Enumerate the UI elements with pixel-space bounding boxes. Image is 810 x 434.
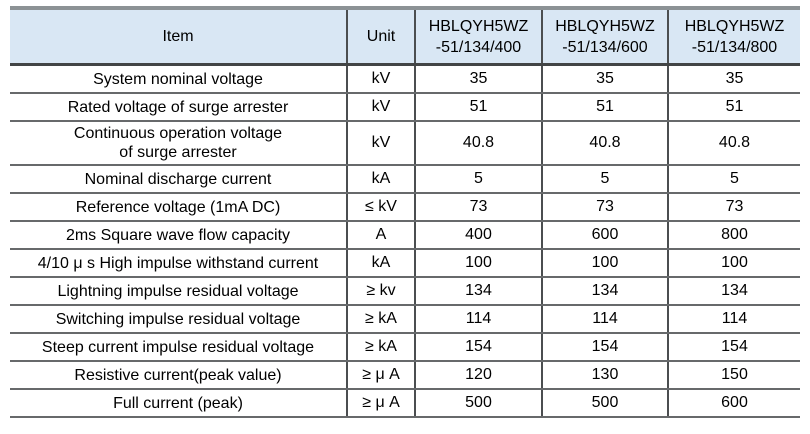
unit-cell: ≥ kA — [346, 333, 415, 362]
model-spec: -51/134/600 — [562, 38, 648, 56]
table-row-resistive-current: Resistive current(peak value) ≥ μ A 120 … — [10, 361, 800, 390]
value-cell: 154 — [414, 333, 542, 362]
item-cell: Full current (peak) — [10, 389, 347, 418]
unit-cell: ≥ kA — [346, 305, 415, 334]
item-cell: System nominal voltage — [10, 64, 347, 94]
item-cell: 4/10 μ s High impulse withstand current — [10, 249, 347, 278]
value-cell: 114 — [667, 305, 800, 334]
table-row-high-impulse-withstand-current: 4/10 μ s High impulse withstand current … — [10, 249, 800, 278]
item-cell: Reference voltage (1mA DC) — [10, 193, 347, 222]
value-cell: 40.8 — [667, 121, 800, 166]
value-cell: 100 — [414, 249, 542, 278]
value-cell: 150 — [667, 361, 800, 390]
item-cell: Rated voltage of surge arrester — [10, 93, 347, 122]
value-cell: 51 — [541, 93, 668, 122]
value-cell: 134 — [414, 277, 542, 306]
value-cell: 600 — [667, 389, 800, 418]
item-cell: Resistive current(peak value) — [10, 361, 347, 390]
header-item: Item — [10, 6, 347, 66]
item-cell: Steep current impulse residual voltage — [10, 333, 347, 362]
value-cell: 114 — [414, 305, 542, 334]
header-model-800: HBLQYH5WZ -51/134/800 — [667, 6, 800, 66]
table-row-lightning-impulse-residual-voltage: Lightning impulse residual voltage ≥ kv … — [10, 277, 800, 306]
model-spec: -51/134/800 — [691, 38, 778, 56]
table-row-system-nominal-voltage: System nominal voltage kV 35 35 35 — [10, 64, 800, 94]
unit-cell: kV — [346, 93, 415, 122]
unit-cell: kA — [346, 249, 415, 278]
item-cell: Switching impulse residual voltage — [10, 305, 347, 334]
unit-cell: kV — [346, 121, 415, 166]
unit-cell: ≥ μ A — [346, 389, 415, 418]
value-cell: 40.8 — [414, 121, 542, 166]
value-cell: 400 — [414, 221, 542, 250]
model-name: HBLQYH5WZ — [428, 17, 529, 35]
value-cell: 154 — [667, 333, 800, 362]
model-spec: -51/134/400 — [435, 38, 522, 56]
value-cell: 120 — [414, 361, 542, 390]
value-cell: 35 — [667, 64, 800, 94]
header-model-400: HBLQYH5WZ -51/134/400 — [414, 6, 542, 66]
table-row-square-wave-flow-capacity: 2ms Square wave flow capacity A 400 600 … — [10, 221, 800, 250]
value-cell: 73 — [541, 193, 668, 222]
table-row-reference-voltage: Reference voltage (1mA DC) ≤ kV 73 73 73 — [10, 193, 800, 222]
value-cell: 73 — [667, 193, 800, 222]
item-cell: Lightning impulse residual voltage — [10, 277, 347, 306]
value-cell: 500 — [414, 389, 542, 418]
value-cell: 40.8 — [541, 121, 668, 166]
header-unit: Unit — [346, 6, 415, 66]
value-cell: 134 — [667, 277, 800, 306]
value-cell: 5 — [667, 165, 800, 194]
value-cell: 114 — [541, 305, 668, 334]
unit-cell: ≤ kV — [346, 193, 415, 222]
item-cell: Nominal discharge current — [10, 165, 347, 194]
value-cell: 73 — [414, 193, 542, 222]
value-cell: 100 — [667, 249, 800, 278]
table-row-nominal-discharge-current: Nominal discharge current kA 5 5 5 — [10, 165, 800, 194]
table-row-full-current: Full current (peak) ≥ μ A 500 500 600 — [10, 389, 800, 418]
model-name: HBLQYH5WZ — [555, 17, 655, 35]
item-cell: Continuous operation voltage of surge ar… — [10, 121, 347, 166]
unit-cell: A — [346, 221, 415, 250]
header-model-600: HBLQYH5WZ -51/134/600 — [541, 6, 668, 66]
value-cell: 800 — [667, 221, 800, 250]
value-cell: 600 — [541, 221, 668, 250]
unit-cell: kV — [346, 64, 415, 94]
item-cell: 2ms Square wave flow capacity — [10, 221, 347, 250]
value-cell: 130 — [541, 361, 668, 390]
table-row-switching-impulse-residual-voltage: Switching impulse residual voltage ≥ kA … — [10, 305, 800, 334]
unit-cell: ≥ kv — [346, 277, 415, 306]
value-cell: 154 — [541, 333, 668, 362]
table-row-continuous-operation-voltage: Continuous operation voltage of surge ar… — [10, 121, 800, 166]
table-row-rated-voltage: Rated voltage of surge arrester kV 51 51… — [10, 93, 800, 122]
unit-cell: ≥ μ A — [346, 361, 415, 390]
value-cell: 51 — [667, 93, 800, 122]
surge-arrester-spec-table: Item Unit HBLQYH5WZ -51/134/400 HBLQYH5W… — [10, 6, 800, 418]
unit-cell: kA — [346, 165, 415, 194]
value-cell: 500 — [541, 389, 668, 418]
header-row: Item Unit HBLQYH5WZ -51/134/400 HBLQYH5W… — [10, 6, 800, 66]
value-cell: 100 — [541, 249, 668, 278]
value-cell: 5 — [541, 165, 668, 194]
value-cell: 51 — [414, 93, 542, 122]
value-cell: 5 — [414, 165, 542, 194]
value-cell: 35 — [541, 64, 668, 94]
value-cell: 134 — [541, 277, 668, 306]
value-cell: 35 — [414, 64, 542, 94]
model-name: HBLQYH5WZ — [684, 17, 785, 35]
table-row-steep-current-impulse-residual-voltage: Steep current impulse residual voltage ≥… — [10, 333, 800, 362]
